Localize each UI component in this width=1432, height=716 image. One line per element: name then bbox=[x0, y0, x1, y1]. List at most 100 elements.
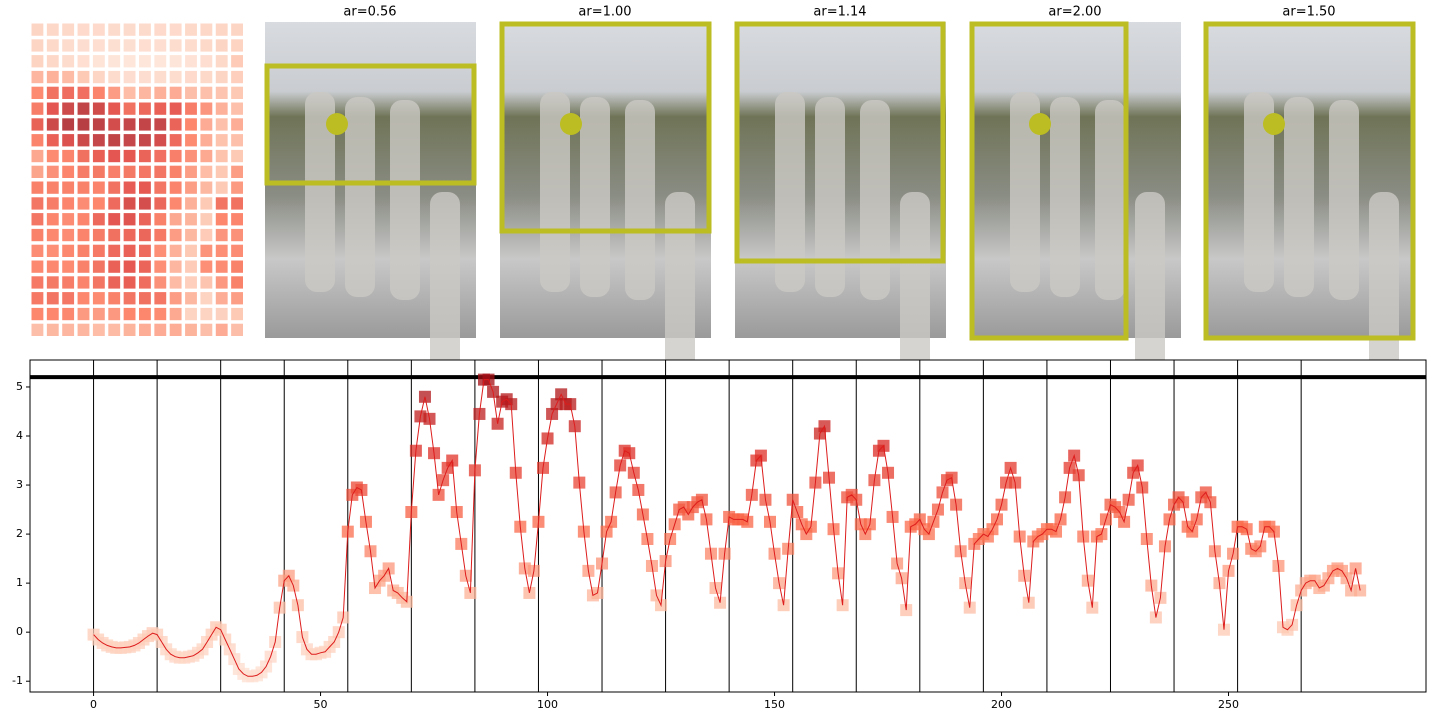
heatmap-cell bbox=[139, 23, 151, 36]
heatmap-cell bbox=[200, 228, 213, 242]
heatmap-cell bbox=[62, 55, 75, 68]
crop-box bbox=[734, 21, 946, 264]
heatmap-cell bbox=[31, 276, 44, 289]
heatmap-cell bbox=[62, 86, 75, 99]
heatmap-cell bbox=[77, 23, 90, 36]
person bbox=[1329, 100, 1359, 300]
heatmap-cell bbox=[62, 70, 75, 84]
heatmap-cell bbox=[62, 102, 75, 115]
person bbox=[860, 100, 890, 300]
center-dot bbox=[560, 113, 582, 135]
heatmap-cell bbox=[231, 307, 243, 321]
heatmap-cell bbox=[154, 197, 167, 210]
heatmap-cell bbox=[46, 118, 59, 131]
heatmap-cell bbox=[31, 197, 44, 210]
heatmap-cell bbox=[92, 70, 105, 84]
heatmap-cell bbox=[200, 39, 213, 52]
heatmap-cell bbox=[31, 39, 44, 52]
heatmap-cell bbox=[185, 134, 197, 147]
heatmap-cell bbox=[139, 213, 151, 226]
heatmap-cell bbox=[31, 292, 44, 305]
heatmap-cell bbox=[31, 307, 44, 321]
heatmap-cell bbox=[139, 70, 151, 84]
heatmap-cell bbox=[31, 134, 44, 147]
crop-box bbox=[264, 63, 477, 186]
heatmap-cell bbox=[200, 70, 213, 84]
heatmap-cell bbox=[185, 197, 197, 210]
heatmap-cell bbox=[123, 213, 136, 226]
heatmap-cell bbox=[154, 323, 167, 336]
x-tick-label: 50 bbox=[314, 698, 328, 711]
heatmap-cell bbox=[108, 39, 121, 52]
heatmap-cell bbox=[62, 213, 75, 226]
heatmap-cell bbox=[200, 276, 213, 289]
center-dot bbox=[1263, 113, 1285, 135]
heatmap-cell bbox=[231, 102, 243, 115]
heatmap-cell bbox=[46, 102, 59, 115]
heatmap-cell bbox=[77, 149, 90, 163]
heatmap-cell bbox=[62, 292, 75, 305]
heatmap-cell bbox=[92, 228, 105, 242]
heatmap-cell bbox=[77, 323, 90, 336]
heatmap-cell bbox=[154, 39, 167, 52]
person bbox=[775, 92, 805, 292]
heatmap-cell bbox=[108, 102, 121, 115]
heatmap-cell bbox=[231, 181, 243, 194]
crop-box bbox=[969, 21, 1129, 341]
heatmap-cell bbox=[169, 276, 182, 289]
heatmap-cell bbox=[46, 23, 59, 36]
heatmap-cell bbox=[31, 244, 44, 257]
heatmap-cell bbox=[185, 102, 197, 115]
heatmap-cell bbox=[108, 149, 121, 163]
heatmap-cell bbox=[169, 244, 182, 257]
heatmap-cell bbox=[154, 244, 167, 257]
heatmap-cell bbox=[139, 323, 151, 336]
heatmap-cell bbox=[231, 55, 243, 68]
y-tick-label: 0 bbox=[16, 625, 23, 638]
heatmap-cell bbox=[185, 213, 197, 226]
heatmap-cell bbox=[200, 244, 213, 257]
heatmap-cell bbox=[77, 181, 90, 194]
heatmap-cell bbox=[31, 118, 44, 131]
heatmap-cell bbox=[215, 55, 228, 68]
heatmap-cell bbox=[62, 276, 75, 289]
heatmap-cell bbox=[31, 181, 44, 194]
heatmap-cell bbox=[154, 292, 167, 305]
heatmap-cell bbox=[123, 70, 136, 84]
heatmap-cell bbox=[154, 23, 167, 36]
center-dot bbox=[326, 113, 348, 135]
heatmap-cell bbox=[123, 86, 136, 99]
heatmap-cell bbox=[92, 23, 105, 36]
heatmap-cell bbox=[31, 102, 44, 115]
heatmap-cell bbox=[215, 197, 228, 210]
heatmap-cell bbox=[200, 134, 213, 147]
heatmap-cell bbox=[62, 39, 75, 52]
heatmap-cell bbox=[139, 228, 151, 242]
heatmap-cell bbox=[139, 307, 151, 321]
heatmap-cell bbox=[92, 181, 105, 194]
heatmap-cell bbox=[185, 260, 197, 273]
heatmap-cell bbox=[123, 165, 136, 178]
person bbox=[1244, 92, 1274, 292]
heatmap-cell bbox=[169, 197, 182, 210]
heatmap-cell bbox=[169, 307, 182, 321]
heatmap-cell bbox=[31, 323, 44, 336]
heatmap-cell bbox=[169, 55, 182, 68]
heatmap-cell bbox=[31, 165, 44, 178]
heatmap-cell bbox=[108, 165, 121, 178]
heatmap-cell bbox=[169, 181, 182, 194]
heatmap-cell bbox=[169, 323, 182, 336]
heatmap-cell bbox=[123, 149, 136, 163]
heatmap-cell bbox=[92, 307, 105, 321]
heatmap-cell bbox=[215, 165, 228, 178]
heatmap-cell bbox=[92, 102, 105, 115]
person bbox=[1369, 192, 1399, 392]
heatmap-cell bbox=[231, 260, 243, 273]
heatmap-cell bbox=[231, 213, 243, 226]
heatmap-cell bbox=[169, 260, 182, 273]
heatmap-cell bbox=[231, 39, 243, 52]
heatmap-cell bbox=[200, 197, 213, 210]
heatmap-cell bbox=[46, 134, 59, 147]
